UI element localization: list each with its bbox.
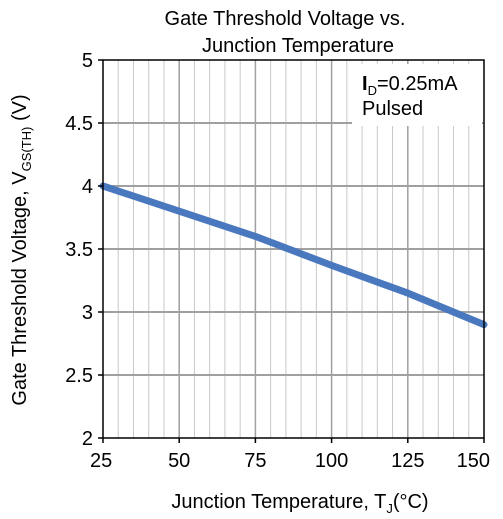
legend-pulsed-label: Pulsed [362,98,423,120]
x-tick-label: 125 [391,450,424,472]
legend-current-subscript: D [368,83,377,98]
x-tick-label: 75 [244,450,266,472]
series-line [99,182,488,329]
x-axis-ticks: 25 50 75 100 125 150 [90,438,490,472]
x-axis-label-main: Junction Temperature, T [171,491,386,513]
legend-box: ID=0.25mA Pulsed [352,64,482,126]
legend-current-label: ID=0.25mA [362,73,458,98]
x-tick-label: 25 [90,450,112,472]
legend-current-value: =0.25mA [377,73,458,95]
y-axis-label-subscript: GS(TH) [19,127,34,172]
x-axis-label-subscript: J [386,501,393,516]
x-tick-label: 100 [315,450,348,472]
chart-title-line2: Junction Temperature [202,35,394,57]
x-axis-label-unit: (°C) [393,491,429,513]
y-tick-label: 4.5 [65,113,93,135]
y-axis-label-main: Gate Threshold Voltage, V [9,171,31,406]
chart-title-line1: Gate Threshold Voltage vs. [165,8,406,30]
legend-background [352,64,482,126]
y-tick-label: 5 [82,50,93,72]
legend-current-symbol: I [362,73,368,95]
x-axis-label: Junction Temperature, TJ(°C) [171,491,428,516]
y-axis-label: Gate Threshold Voltage, VGS(TH) (V) [9,94,34,405]
y-tick-label: 4 [82,176,93,198]
y-tick-label: 3.5 [65,239,93,261]
series-group [99,182,488,329]
x-tick-label: 150 [457,450,490,472]
y-axis-ticks: 2 2.5 3 3.5 4 4.5 5 [65,50,103,450]
y-axis-label-unit: (V) [9,94,31,126]
y-tick-label: 2.5 [65,365,93,387]
y-tick-label: 3 [82,302,93,324]
x-tick-label: 50 [168,450,190,472]
y-tick-label: 2 [82,428,93,450]
